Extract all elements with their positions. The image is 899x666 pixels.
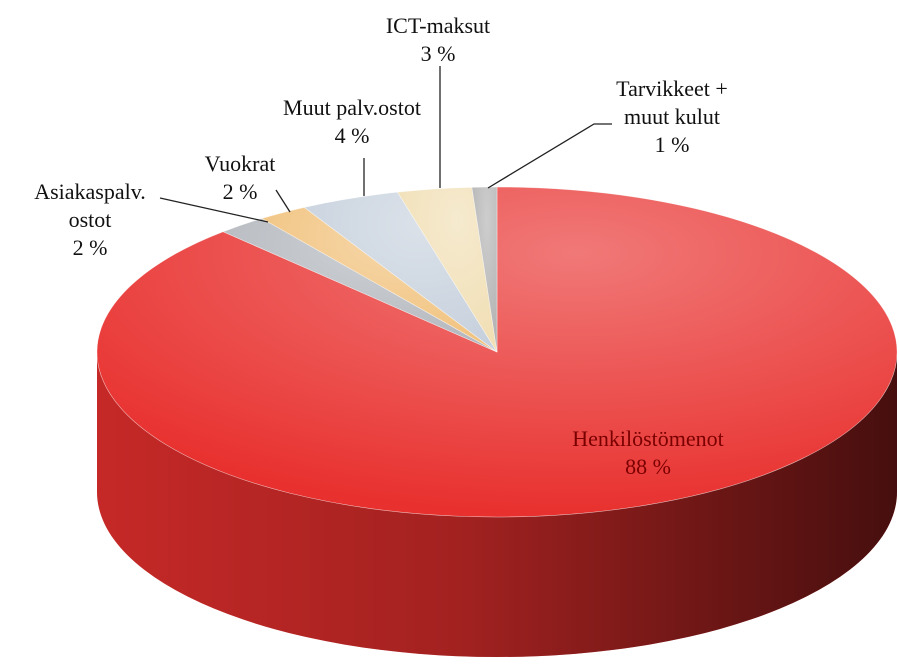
- slice-label: Asiakaspalv. ostot 2 %: [20, 178, 160, 262]
- slice-label: Tarvikkeet + muut kulut 1 %: [597, 75, 747, 159]
- slice-label: Muut palv.ostot 4 %: [252, 94, 452, 150]
- pie: [96, 186, 898, 657]
- value-label: 1 %: [654, 132, 690, 157]
- slice-label: Vuokrat 2 %: [180, 150, 300, 206]
- category-label: Tarvikkeet + muut kulut: [616, 76, 728, 129]
- value-label: 88 %: [625, 454, 671, 479]
- slice-gloss: [223, 218, 497, 352]
- value-label: 2 %: [72, 235, 108, 260]
- slice-side-shade: [97, 352, 897, 657]
- category-label: Asiakaspalv. ostot: [34, 179, 146, 232]
- value-label: 3 %: [420, 41, 456, 66]
- category-label: Henkilöstömenot: [572, 426, 724, 451]
- value-label: 2 %: [222, 179, 258, 204]
- slice-gloss: [304, 192, 497, 352]
- value-label: 4 %: [334, 123, 370, 148]
- leader-lines: [159, 66, 612, 223]
- slice-label: Henkilöstömenot 88 %: [528, 425, 768, 481]
- leader-line: [487, 123, 612, 189]
- slice-label: ICT-maksut 3 %: [358, 12, 518, 68]
- category-label: ICT-maksut: [385, 13, 491, 38]
- slice-gloss: [397, 187, 497, 352]
- category-label: Vuokrat: [204, 151, 276, 176]
- leader-line: [275, 189, 291, 213]
- category-label: Muut palv.ostot: [283, 95, 421, 120]
- slice-gloss: [471, 187, 497, 352]
- slice-gloss: [261, 207, 497, 352]
- leader-line: [159, 197, 269, 223]
